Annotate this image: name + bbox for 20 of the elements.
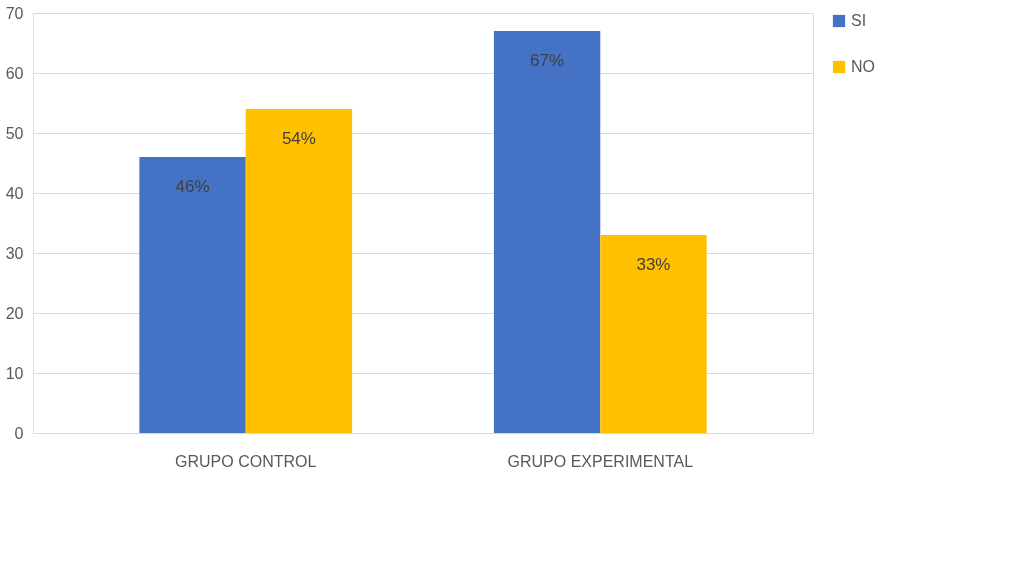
legend-label: SI xyxy=(851,12,867,29)
y-tick-label: 70 xyxy=(5,4,24,22)
bar xyxy=(600,235,707,433)
legend-label: NO xyxy=(851,58,875,75)
bar xyxy=(245,109,353,433)
x-tick-label: GRUPO EXPERIMENTAL xyxy=(507,452,694,470)
y-tick-label: 40 xyxy=(5,184,24,202)
y-tick-label: 50 xyxy=(5,124,24,142)
bar xyxy=(139,157,246,433)
y-tick-label: 20 xyxy=(5,304,24,322)
y-tick-label: 30 xyxy=(5,244,24,262)
data-label: 67% xyxy=(530,51,565,70)
x-tick-label: GRUPO CONTROL xyxy=(175,452,317,470)
bar xyxy=(493,31,601,433)
y-tick-label: 10 xyxy=(5,364,24,382)
data-label: 54% xyxy=(281,129,316,148)
y-tick-label: 60 xyxy=(5,64,24,82)
y-tick-label: 0 xyxy=(14,424,24,442)
data-label: 46% xyxy=(175,177,210,196)
data-label: 33% xyxy=(636,255,671,274)
